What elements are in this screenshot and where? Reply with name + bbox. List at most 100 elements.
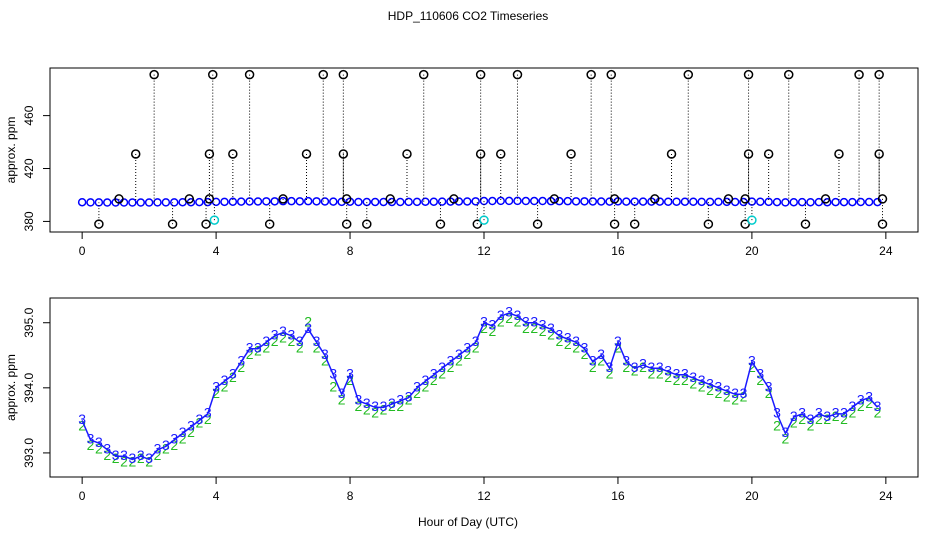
- point: [763, 149, 774, 159]
- x-tick-label: 20: [745, 489, 759, 503]
- point-glyph: 3: [823, 408, 831, 424]
- x-tick-label: 0: [79, 244, 86, 258]
- point-glyph: 2: [137, 450, 145, 466]
- point: [839, 197, 849, 207]
- point-glyph: 2: [463, 346, 471, 362]
- point: [253, 197, 263, 206]
- point-glyph: 3: [807, 411, 815, 427]
- point-glyph: 3: [472, 333, 480, 349]
- point-glyph: 2: [103, 447, 111, 463]
- point-glyph: 3: [463, 339, 471, 355]
- point-glyph: 2: [329, 379, 337, 395]
- point-glyph: 2: [698, 379, 706, 395]
- x-tick-label: 20: [745, 244, 759, 258]
- point: [429, 197, 439, 206]
- point-glyph: 2: [547, 326, 555, 342]
- point: [580, 197, 589, 206]
- point-glyph: 2: [748, 359, 756, 375]
- point-glyph: 3: [430, 366, 438, 382]
- point: [549, 194, 560, 204]
- point-glyph: 3: [288, 326, 296, 342]
- point: [566, 149, 576, 159]
- point: [301, 149, 312, 159]
- point-glyph: 3: [731, 385, 739, 401]
- point-glyph: 2: [597, 352, 605, 368]
- point: [521, 196, 531, 206]
- point-glyph: 2: [756, 372, 764, 388]
- point: [488, 196, 497, 206]
- point: [834, 149, 844, 159]
- point: [94, 219, 104, 229]
- point: [563, 196, 572, 206]
- point-glyph: 3: [128, 450, 136, 466]
- point-glyph: 2: [421, 379, 429, 395]
- point-glyph: 2: [271, 333, 279, 349]
- point-glyph: 2: [488, 323, 496, 339]
- point-glyph: 3: [606, 359, 614, 375]
- point-glyph: 2: [413, 385, 421, 401]
- x-tick-label: 8: [347, 489, 354, 503]
- point-glyph: 2: [689, 375, 697, 391]
- point: [529, 196, 539, 206]
- point-glyph: 2: [664, 369, 672, 385]
- point: [740, 219, 750, 229]
- point-glyph: 2: [195, 414, 203, 430]
- y-axis-label: approx. ppm: [4, 354, 18, 421]
- point: [606, 69, 617, 80]
- point-glyph: 3: [530, 313, 538, 329]
- point: [588, 197, 598, 206]
- point: [747, 215, 757, 225]
- point: [404, 197, 413, 207]
- point-glyph: 3: [296, 333, 304, 349]
- point-glyph: 3: [514, 307, 522, 323]
- point-glyph: 3: [723, 382, 731, 398]
- point: [877, 219, 888, 229]
- point-glyph: 2: [539, 323, 547, 339]
- point-glyph: 2: [480, 320, 488, 336]
- point-glyph: 2: [572, 339, 580, 355]
- point-glyph: 3: [505, 304, 513, 320]
- point-glyph: 3: [380, 398, 388, 414]
- point-glyph: 3: [673, 366, 681, 382]
- point: [854, 69, 864, 80]
- point: [312, 197, 321, 206]
- point: [264, 219, 275, 229]
- point-glyph: 2: [179, 431, 187, 447]
- point-glyph: 3: [271, 326, 279, 342]
- point-glyph: 3: [815, 405, 823, 421]
- point: [184, 194, 195, 204]
- point-glyph: 3: [748, 352, 756, 368]
- point-glyph: 2: [380, 401, 388, 417]
- point: [743, 149, 754, 159]
- point-glyph: 3: [405, 388, 413, 404]
- point-glyph: 3: [689, 369, 697, 385]
- point: [874, 69, 884, 80]
- point: [114, 194, 124, 204]
- point-glyph: 2: [246, 346, 254, 362]
- point-glyph: 3: [187, 418, 195, 434]
- point-glyph: 3: [195, 411, 203, 427]
- point: [513, 196, 522, 206]
- point-glyph: 2: [128, 453, 136, 469]
- point: [797, 197, 807, 207]
- point-glyph: 2: [773, 418, 781, 434]
- point-glyph: 2: [388, 398, 396, 414]
- point-glyph: 3: [874, 398, 882, 414]
- point-glyph: 2: [581, 346, 589, 362]
- point-glyph: 2: [288, 333, 296, 349]
- point-glyph: 2: [706, 382, 714, 398]
- point: [475, 69, 486, 80]
- point-glyph: 3: [78, 411, 86, 427]
- point: [209, 215, 220, 225]
- point: [167, 219, 178, 229]
- point-glyph: 2: [840, 411, 848, 427]
- point: [756, 197, 765, 206]
- point-glyph: 3: [363, 395, 371, 411]
- point: [800, 219, 811, 229]
- point-glyph: 3: [329, 366, 337, 382]
- point: [697, 197, 706, 207]
- point-glyph: 2: [221, 379, 229, 395]
- point-glyph: 2: [815, 411, 823, 427]
- point: [208, 69, 218, 80]
